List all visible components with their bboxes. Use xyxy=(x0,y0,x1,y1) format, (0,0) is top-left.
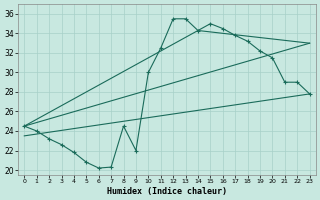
X-axis label: Humidex (Indice chaleur): Humidex (Indice chaleur) xyxy=(107,187,227,196)
